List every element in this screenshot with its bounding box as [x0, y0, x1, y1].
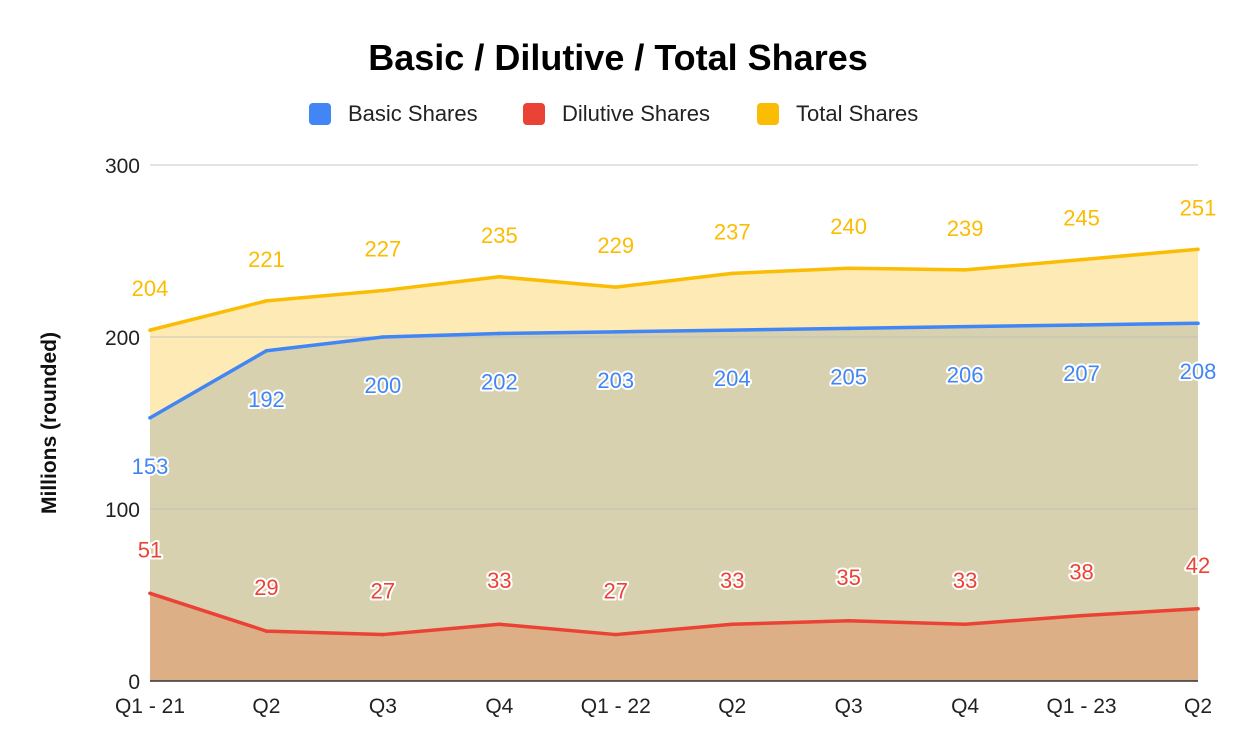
legend-swatch	[523, 103, 545, 125]
point-basic-shares	[381, 335, 385, 339]
data-label-total-shares: 229	[597, 233, 634, 258]
data-label-total-shares: 245	[1063, 206, 1100, 231]
point-total-shares	[381, 288, 385, 293]
point-total-shares	[613, 285, 618, 289]
y-tick-label: 100	[105, 499, 140, 522]
series-lines	[148, 247, 1200, 637]
data-label-basic-shares: 207	[1063, 361, 1100, 386]
data-label-dilutive-shares: 33	[487, 568, 511, 593]
data-label-dilutive-shares: 33	[953, 568, 977, 593]
data-label-dilutive-shares: 33	[720, 568, 744, 593]
series-line-dilutive-shares	[149, 591, 1199, 637]
area-dilutive-shares	[150, 593, 1198, 681]
data-label-basic-shares: 206	[947, 363, 984, 388]
point-basic-shares	[497, 331, 502, 336]
data-label-basic-shares: 202	[481, 370, 518, 395]
point-dilutive-shares	[148, 591, 152, 596]
point-basic-shares	[963, 324, 967, 329]
data-label-dilutive-shares: 38	[1069, 560, 1093, 585]
point-total-shares	[1079, 257, 1084, 262]
data-label-total-shares: 235	[481, 223, 518, 248]
data-labels: 204 221 227 235 229 237 240 239 245 251 153 192 200 2…	[130, 195, 1219, 605]
point-total-shares	[730, 271, 735, 276]
point-total-shares	[846, 266, 851, 271]
point-basic-shares	[1079, 323, 1084, 327]
data-label-basic-shares: 200	[365, 373, 402, 398]
legend-swatch	[309, 103, 331, 125]
data-label-dilutive-shares: 27	[371, 579, 395, 604]
legend-item-basic-shares[interactable]: Basic Shares	[309, 101, 478, 126]
legend-item-total-shares[interactable]: Total Shares	[757, 101, 918, 126]
point-dilutive-shares	[264, 629, 269, 633]
legend-label: Total Shares	[796, 101, 918, 126]
point-basic-shares	[1196, 321, 1200, 326]
x-tick-label: Q2	[252, 695, 280, 718]
data-label-total-shares: 251	[1180, 195, 1217, 220]
x-tick-label: Q3	[369, 695, 397, 718]
point-dilutive-shares	[730, 622, 735, 627]
series-line-total-shares	[149, 247, 1199, 332]
chart-title: Basic / Dilutive / Total Shares	[368, 37, 868, 78]
point-basic-shares	[613, 330, 618, 334]
point-dilutive-shares	[381, 632, 385, 637]
data-label-basic-shares: 192	[248, 387, 285, 412]
x-tick-label: Q1 - 23	[1047, 695, 1117, 718]
data-label-basic-shares: 204	[714, 366, 751, 391]
point-basic-shares	[264, 348, 269, 353]
data-label-basic-shares: 203	[597, 368, 634, 393]
point-basic-shares	[730, 328, 735, 332]
x-tick-label: Q3	[835, 695, 863, 718]
gridlines	[150, 164, 1198, 682]
y-tick-label: 0	[128, 671, 140, 694]
area-basic-shares	[150, 323, 1198, 681]
y-axis-ticks: 0 100 200 300	[105, 155, 140, 694]
y-tick-label: 200	[105, 327, 140, 350]
x-axis-ticks: Q1 - 21 Q2 Q3 Q4 Q1 - 22 Q2 Q3 Q4 Q1 - 23 Q2	[115, 695, 1212, 718]
data-label-dilutive-shares: 51	[138, 537, 162, 562]
data-label-dilutive-shares: 29	[254, 575, 278, 600]
data-label-total-shares: 204	[132, 276, 169, 301]
point-dilutive-shares	[613, 632, 618, 637]
point-total-shares	[497, 275, 502, 279]
legend-label: Dilutive Shares	[562, 101, 710, 126]
x-tick-label: Q1 - 22	[581, 695, 651, 718]
data-label-basic-shares: 208	[1180, 359, 1217, 384]
point-dilutive-shares	[846, 619, 851, 623]
data-label-total-shares: 237	[714, 219, 751, 244]
data-label-dilutive-shares: 27	[604, 579, 628, 604]
data-label-total-shares: 227	[365, 237, 402, 262]
y-axis-label: Millions (rounded)	[38, 332, 61, 514]
x-tick-label: Q2	[1184, 695, 1212, 718]
x-tick-label: Q4	[951, 695, 979, 718]
point-total-shares	[148, 328, 152, 332]
data-label-total-shares: 240	[830, 214, 867, 239]
legend-item-dilutive-shares[interactable]: Dilutive Shares	[523, 101, 710, 126]
data-label-dilutive-shares: 35	[836, 565, 860, 590]
x-tick-label: Q2	[718, 695, 746, 718]
data-label-dilutive-shares: 42	[1186, 553, 1210, 578]
data-label-total-shares: 239	[947, 216, 984, 241]
point-basic-shares	[846, 326, 851, 331]
data-label-total-shares: 221	[248, 247, 285, 272]
x-tick-label: Q1 - 21	[115, 695, 185, 718]
point-dilutive-shares	[1196, 606, 1200, 611]
data-label-basic-shares: 205	[830, 364, 867, 389]
area-fills	[150, 249, 1198, 681]
legend-label: Basic Shares	[348, 101, 478, 126]
series-line-basic-shares	[149, 321, 1199, 420]
point-dilutive-shares	[963, 622, 967, 627]
point-dilutive-shares	[497, 622, 502, 627]
point-basic-shares	[148, 416, 152, 420]
legend-swatch	[757, 103, 779, 125]
legend: Basic Shares Dilutive Shares Total Shares	[309, 101, 918, 126]
point-dilutive-shares	[1079, 613, 1084, 618]
point-total-shares	[264, 299, 269, 303]
point-total-shares	[963, 268, 967, 272]
x-tick-label: Q4	[485, 695, 513, 718]
point-total-shares	[1196, 247, 1200, 252]
data-label-basic-shares: 153	[132, 454, 169, 479]
y-tick-label: 300	[105, 155, 140, 178]
